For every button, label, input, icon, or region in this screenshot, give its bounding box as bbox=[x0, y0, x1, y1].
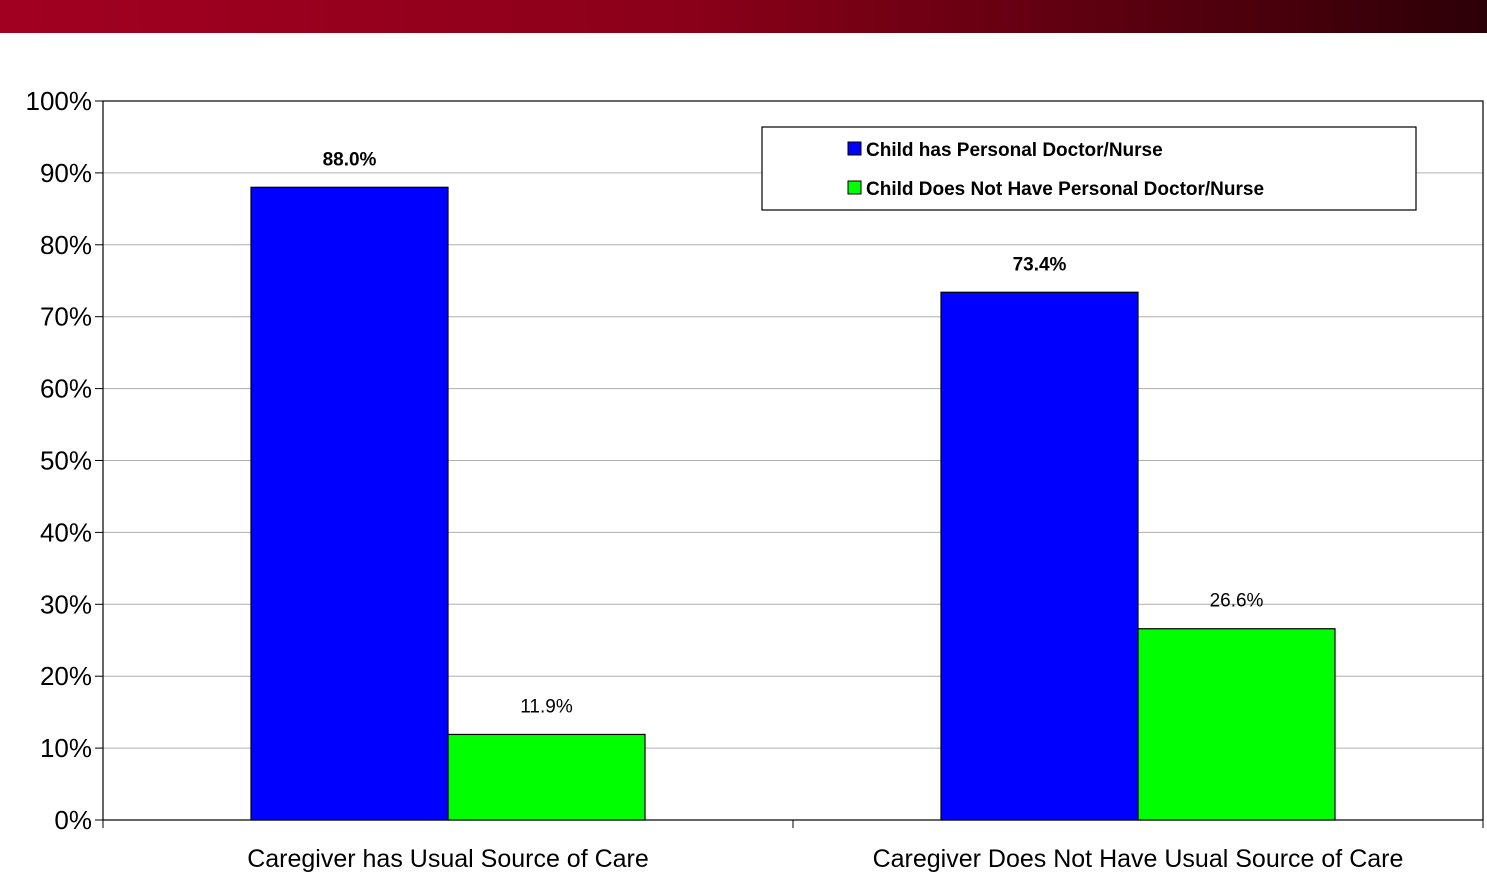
x-category-label: Caregiver Does Not Have Usual Source of … bbox=[873, 845, 1404, 872]
legend-swatch bbox=[847, 180, 862, 195]
legend: Child has Personal Doctor/Nurse Child Doe… bbox=[761, 126, 1417, 211]
y-axis: 0% 10% 20% 30% 40% 50% 60% 70% 80% 90% 100% bbox=[26, 86, 103, 835]
legend-label: Child has Personal Doctor/Nurse bbox=[866, 140, 1163, 161]
bar-has-doctor bbox=[940, 291, 1139, 821]
y-tick-label: 90% bbox=[40, 158, 92, 188]
bars: 88.0% 11.9% 73.4% 26.6% bbox=[250, 149, 1336, 821]
y-tick-label: 0% bbox=[54, 805, 92, 835]
y-tick-label: 20% bbox=[40, 661, 92, 691]
y-tick-label: 30% bbox=[40, 589, 92, 619]
bar-no-doctor bbox=[1137, 628, 1336, 821]
bar-no-doctor bbox=[447, 733, 646, 821]
data-label: 26.6% bbox=[1210, 591, 1264, 612]
y-tick-label: 60% bbox=[40, 374, 92, 404]
legend-box bbox=[761, 126, 1417, 211]
y-tick-label: 10% bbox=[40, 733, 92, 763]
data-label: 73.4% bbox=[1013, 254, 1067, 275]
x-category-label: Caregiver has Usual Source of Care bbox=[247, 845, 649, 872]
legend-swatch bbox=[847, 141, 862, 156]
data-label: 88.0% bbox=[323, 149, 377, 170]
data-label: 11.9% bbox=[520, 696, 573, 717]
y-tick-label: 50% bbox=[40, 446, 92, 476]
bar-has-doctor bbox=[250, 186, 449, 821]
x-axis: Caregiver has Usual Source of Care Caregi… bbox=[102, 820, 1484, 872]
y-tick-label: 70% bbox=[40, 302, 92, 332]
y-tick-label: 80% bbox=[40, 230, 92, 260]
y-tick-label: 100% bbox=[26, 86, 93, 116]
y-tick-label: 40% bbox=[40, 517, 92, 547]
legend-label: Child Does Not Have Personal Doctor/Nurs… bbox=[866, 179, 1264, 200]
top-banner bbox=[0, 0, 1487, 33]
